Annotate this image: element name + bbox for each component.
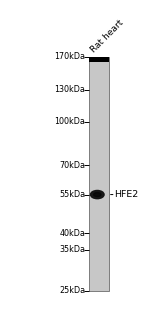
Text: 100kDa: 100kDa <box>54 117 85 126</box>
Text: 55kDa: 55kDa <box>59 190 85 199</box>
Text: 40kDa: 40kDa <box>59 229 85 238</box>
Ellipse shape <box>94 192 101 197</box>
Text: HFE2: HFE2 <box>114 190 138 199</box>
Text: 130kDa: 130kDa <box>54 85 85 94</box>
Text: 25kDa: 25kDa <box>59 286 85 295</box>
Ellipse shape <box>90 190 104 199</box>
Bar <box>88 57 110 291</box>
Text: 35kDa: 35kDa <box>59 245 85 254</box>
Bar <box>88 57 110 62</box>
Text: Rat heart: Rat heart <box>89 18 126 54</box>
Text: 170kDa: 170kDa <box>54 52 85 61</box>
Text: 70kDa: 70kDa <box>59 161 85 170</box>
